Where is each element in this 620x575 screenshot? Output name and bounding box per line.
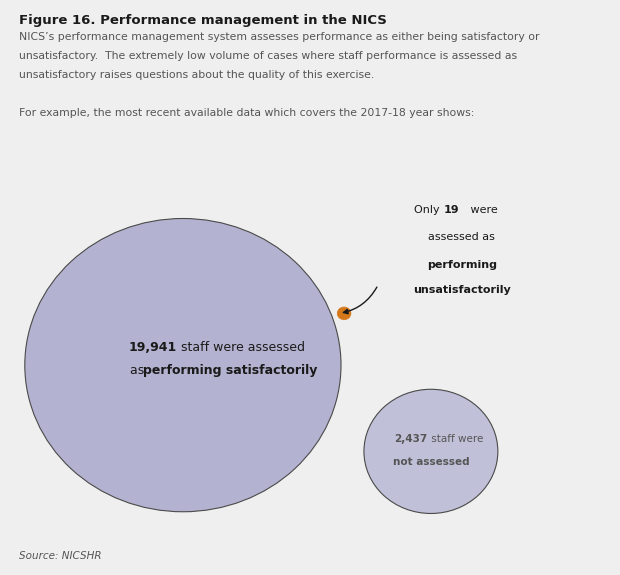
Text: 2,437: 2,437: [394, 434, 428, 444]
Circle shape: [25, 218, 341, 512]
Text: unsatisfactory.  The extremely low volume of cases where staff performance is as: unsatisfactory. The extremely low volume…: [19, 51, 516, 60]
Text: 19,941: 19,941: [128, 342, 177, 354]
Circle shape: [337, 307, 351, 320]
Circle shape: [364, 389, 498, 513]
Text: NICS’s performance management system assesses performance as either being satisf: NICS’s performance management system ass…: [19, 32, 539, 41]
Text: as: as: [130, 365, 148, 377]
Text: not assessed: not assessed: [392, 457, 469, 467]
Text: staff were assessed: staff were assessed: [177, 342, 304, 354]
Text: unsatisfactorily: unsatisfactorily: [413, 285, 511, 296]
Text: staff were: staff were: [428, 434, 483, 444]
Text: Only: Only: [414, 205, 443, 215]
Text: were: were: [467, 205, 498, 215]
Text: unsatisfactory raises questions about the quality of this exercise.: unsatisfactory raises questions about th…: [19, 70, 374, 79]
Text: performing satisfactorily: performing satisfactorily: [143, 365, 317, 377]
Text: 19: 19: [443, 205, 459, 215]
Text: Figure 16. Performance management in the NICS: Figure 16. Performance management in the…: [19, 14, 386, 28]
Text: Source: NICSHR: Source: NICSHR: [19, 551, 101, 561]
Text: performing: performing: [427, 259, 497, 270]
Text: For example, the most recent available data which covers the 2017-18 year shows:: For example, the most recent available d…: [19, 108, 474, 117]
Text: assessed as: assessed as: [428, 232, 495, 243]
